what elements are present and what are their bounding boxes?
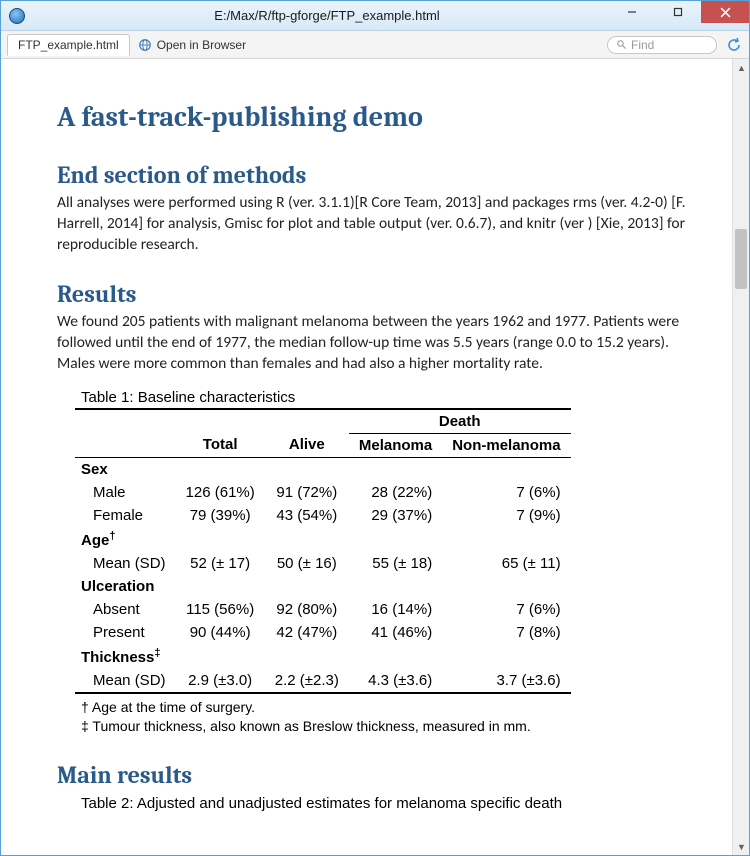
table-cell: 55 (± 18) (349, 552, 442, 575)
table-baseline: Death Total Alive Melanoma Non-melanoma … (75, 408, 571, 694)
table-cell: 4.3 (±3.6) (349, 669, 442, 693)
table-colhead: Alive (265, 433, 349, 457)
scroll-down-icon[interactable]: ▼ (733, 838, 749, 855)
content-area: A fast-track-publishing demo End section… (1, 59, 749, 855)
heading-main-results: Main results (57, 761, 692, 789)
table-cell: 7 (8%) (442, 621, 570, 644)
table1-caption: Table 1: Baseline characteristics (81, 389, 692, 406)
browser-icon (138, 38, 152, 52)
footnote: † Age at the time of surgery. (81, 698, 692, 718)
table-cell: 92 (80%) (265, 598, 349, 621)
maximize-button[interactable] (655, 1, 701, 23)
minimize-button[interactable] (609, 1, 655, 23)
maximize-icon (673, 7, 683, 17)
table-row-label: Male (75, 481, 176, 504)
table-col-group-death: Death (349, 409, 571, 434)
table-cell: 16 (14%) (349, 598, 442, 621)
close-button[interactable] (701, 1, 749, 23)
scroll-up-icon[interactable]: ▲ (733, 59, 749, 76)
page-title: A fast-track-publishing demo (57, 101, 692, 133)
table-cell: 79 (39%) (176, 504, 265, 527)
table-row-group: Sex (75, 457, 571, 481)
table-row-label: Mean (SD) (75, 552, 176, 575)
table-cell: 115 (56%) (176, 598, 265, 621)
table-colhead (75, 433, 176, 457)
table-cell: 90 (44%) (176, 621, 265, 644)
search-input[interactable]: Find (607, 36, 717, 54)
table1-footnotes: † Age at the time of surgery. ‡ Tumour t… (81, 698, 692, 737)
table-cell: 65 (± 11) (442, 552, 570, 575)
scroll-thumb[interactable] (735, 229, 747, 289)
table-row-label: Mean (SD) (75, 669, 176, 693)
table-cell: 2.9 (±3.0) (176, 669, 265, 693)
table-row-group: Age† (75, 527, 571, 552)
table-cell: 50 (± 16) (265, 552, 349, 575)
search-icon (616, 39, 627, 50)
table-cell: 126 (61%) (176, 481, 265, 504)
open-in-browser-button[interactable]: Open in Browser (138, 38, 246, 52)
table2-caption: Table 2: Adjusted and unadjusted estimat… (81, 795, 692, 812)
document-viewport[interactable]: A fast-track-publishing demo End section… (1, 59, 732, 855)
table-cell: 28 (22%) (349, 481, 442, 504)
open-in-browser-label: Open in Browser (157, 38, 246, 52)
heading-results: Results (57, 280, 692, 308)
search-placeholder: Find (631, 38, 654, 52)
table-colhead: Total (176, 433, 265, 457)
close-icon (720, 7, 731, 18)
heading-methods: End section of methods (57, 161, 692, 189)
app-icon (9, 8, 25, 24)
table-cell: 7 (9%) (442, 504, 570, 527)
table-cell: 7 (6%) (442, 598, 570, 621)
table-cell: 42 (47%) (265, 621, 349, 644)
document-tab[interactable]: FTP_example.html (7, 34, 130, 56)
table-colhead: Non-melanoma (442, 433, 570, 457)
vertical-scrollbar[interactable]: ▲ ▼ (732, 59, 749, 855)
paragraph-methods: All analyses were performed using R (ver… (57, 193, 692, 256)
window-controls (609, 1, 749, 23)
refresh-icon (726, 37, 742, 53)
minimize-icon (627, 7, 637, 17)
toolbar: FTP_example.html Open in Browser Find (1, 31, 749, 59)
table-colhead: Melanoma (349, 433, 442, 457)
table-row-label: Female (75, 504, 176, 527)
table-cell: 52 (± 17) (176, 552, 265, 575)
table-row-label: Present (75, 621, 176, 644)
paragraph-results: We found 205 patients with malignant mel… (57, 312, 692, 375)
refresh-button[interactable] (725, 36, 743, 54)
table-row-group: Ulceration (75, 575, 571, 598)
table-cell: 7 (6%) (442, 481, 570, 504)
app-window: E:/Max/R/ftp-gforge/FTP_example.html FTP… (0, 0, 750, 856)
table-row-group: Thickness‡ (75, 644, 571, 669)
footnote: ‡ Tumour thickness, also known as Breslo… (81, 717, 692, 737)
table-row-label: Absent (75, 598, 176, 621)
table-cell: 3.7 (±3.6) (442, 669, 570, 693)
table-cell: 41 (46%) (349, 621, 442, 644)
table-cell: 91 (72%) (265, 481, 349, 504)
titlebar: E:/Max/R/ftp-gforge/FTP_example.html (1, 1, 749, 31)
table-cell: 43 (54%) (265, 504, 349, 527)
table-cell: 2.2 (±2.3) (265, 669, 349, 693)
table-cell: 29 (37%) (349, 504, 442, 527)
